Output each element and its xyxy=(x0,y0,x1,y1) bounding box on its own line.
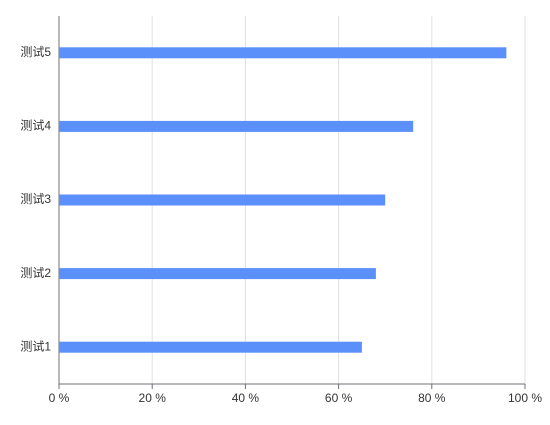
x-tick-label: 0 % xyxy=(49,391,70,405)
bar xyxy=(59,194,386,206)
y-tick-label: 测试2 xyxy=(20,265,51,280)
x-tick-label: 40 % xyxy=(232,391,260,405)
x-tick-label: 60 % xyxy=(325,391,353,405)
bar xyxy=(59,120,414,132)
bar xyxy=(59,47,507,59)
x-tick-label: 80 % xyxy=(418,391,446,405)
bar xyxy=(59,268,376,280)
y-tick-label: 测试1 xyxy=(20,338,51,353)
bar xyxy=(59,341,362,353)
x-tick-label: 100 % xyxy=(508,391,542,405)
y-tick-label: 测试3 xyxy=(20,191,51,206)
x-tick-label: 20 % xyxy=(139,391,167,405)
y-tick-label: 测试4 xyxy=(20,118,51,133)
y-tick-label: 测试5 xyxy=(20,44,51,59)
